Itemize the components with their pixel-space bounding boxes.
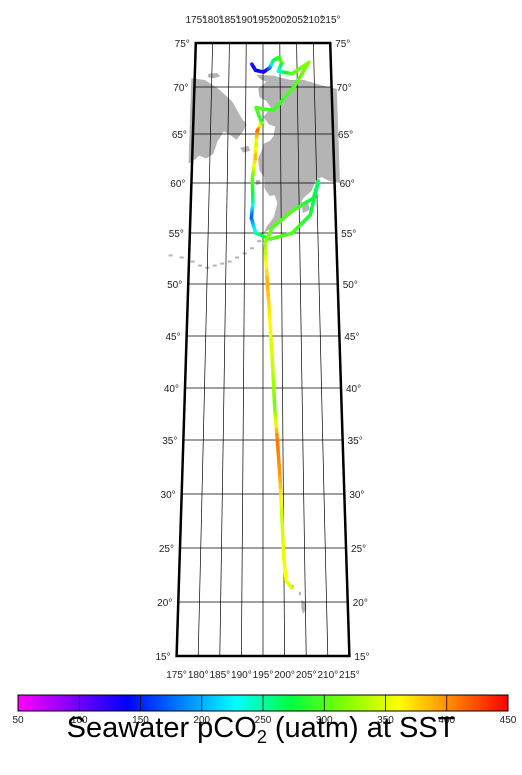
colorbar-tick-label: 250 bbox=[255, 715, 272, 726]
frame-outline bbox=[175, 41, 351, 658]
land-nunivak bbox=[255, 180, 261, 185]
ship-track bbox=[249, 55, 321, 590]
meridian-180 bbox=[197, 42, 213, 657]
lat-tick-right: 65° bbox=[338, 130, 353, 141]
lon-tick-top: 210° bbox=[303, 15, 324, 26]
lat-tick-left: 35° bbox=[162, 436, 177, 447]
aleutian-island bbox=[220, 262, 225, 265]
map-frame bbox=[175, 41, 351, 658]
colorbar-tick-label: 150 bbox=[132, 715, 149, 726]
lon-tick-bottom: 180° bbox=[188, 670, 209, 681]
lat-tick-left: 20° bbox=[157, 598, 172, 609]
lat-tick-right: 75° bbox=[335, 39, 350, 50]
meridian-185 bbox=[219, 42, 230, 657]
lon-tick-bottom: 195° bbox=[253, 670, 274, 681]
lat-tick-left: 65° bbox=[172, 130, 187, 141]
lon-tick-top: 200° bbox=[269, 15, 290, 26]
lat-tick-left: 45° bbox=[165, 332, 180, 343]
lon-tick-top: 190° bbox=[236, 15, 257, 26]
lon-tick-bottom: 190° bbox=[231, 670, 252, 681]
lat-tick-left: 50° bbox=[167, 280, 182, 291]
land-maui bbox=[298, 591, 301, 596]
aleutian-island bbox=[179, 256, 184, 259]
lat-tick-right: 40° bbox=[346, 384, 361, 395]
colorbar-tick-label: 100 bbox=[71, 715, 88, 726]
title-prefix: Seawater pCO bbox=[66, 712, 257, 744]
colorbar-title: Seawater pCO2 (uatm) at SST bbox=[0, 712, 522, 748]
colorbar-tick-label: 200 bbox=[193, 715, 210, 726]
aleutian-island bbox=[235, 256, 240, 259]
lat-tick-left: 30° bbox=[161, 490, 176, 501]
lat-tick-right: 70° bbox=[337, 83, 352, 94]
lat-tick-right: 35° bbox=[348, 436, 363, 447]
aleutian-island bbox=[190, 260, 195, 263]
aleutian-island bbox=[198, 264, 202, 267]
lon-tick-top: 215° bbox=[320, 15, 341, 26]
lat-tick-left: 70° bbox=[173, 83, 188, 94]
lat-tick-right: 45° bbox=[344, 332, 359, 343]
meridian-210 bbox=[313, 42, 329, 657]
land-hawaii bbox=[301, 599, 307, 614]
lon-tick-top: 205° bbox=[286, 15, 307, 26]
land-chukotka-tip bbox=[231, 115, 247, 133]
lon-tick-top: 195° bbox=[253, 15, 274, 26]
aleutian-island bbox=[227, 260, 232, 263]
lat-tick-left: 55° bbox=[169, 229, 184, 240]
lon-tick-bottom: 215° bbox=[339, 670, 360, 681]
colorbar: 50 100 150 200 250 300 350 400 450 bbox=[12, 694, 517, 726]
aleutian-island bbox=[168, 254, 173, 257]
aleutian-island bbox=[257, 240, 262, 243]
colorbar-tick-label: 50 bbox=[12, 715, 24, 726]
colorbar-tick-label: 350 bbox=[377, 715, 394, 726]
lat-tick-right: 50° bbox=[343, 280, 358, 291]
lat-tick-left: 25° bbox=[159, 544, 174, 555]
title-suffix: (uatm) at SST bbox=[266, 712, 456, 744]
land-siberia bbox=[188, 78, 247, 164]
lat-tick-right: 55° bbox=[341, 229, 356, 240]
colorbar-tick-label: 300 bbox=[316, 715, 333, 726]
lon-tick-top: 175° bbox=[185, 15, 206, 26]
lon-tick-top: 185° bbox=[219, 15, 240, 26]
lat-tick-left: 40° bbox=[164, 384, 179, 395]
lat-tick-left: 60° bbox=[170, 179, 185, 190]
lat-tick-right: 60° bbox=[340, 179, 355, 190]
colorbar-tick-label: 450 bbox=[500, 715, 517, 726]
lon-tick-bottom: 210° bbox=[317, 670, 338, 681]
land-wrangel bbox=[207, 72, 221, 79]
lat-tick-right: 15° bbox=[354, 652, 369, 663]
lon-tick-bottom: 185° bbox=[209, 670, 230, 681]
lon-tick-bottom: 175° bbox=[166, 670, 187, 681]
lon-tick-bottom: 200° bbox=[274, 670, 295, 681]
lat-tick-left: 15° bbox=[155, 652, 170, 663]
lat-tick-right: 30° bbox=[349, 490, 364, 501]
colorbar-tick-label: 400 bbox=[438, 715, 455, 726]
lat-tick-left: 75° bbox=[175, 39, 190, 50]
title-subscript: 2 bbox=[256, 727, 267, 747]
aleutian-island bbox=[250, 247, 254, 250]
lon-tick-bottom: 205° bbox=[296, 670, 317, 681]
aleutian-island bbox=[212, 264, 217, 267]
meridian-205 bbox=[296, 42, 307, 657]
lat-tick-right: 25° bbox=[351, 544, 366, 555]
axis-labels: 175°180°185°190°195°200°205°210°215°175°… bbox=[155, 15, 369, 681]
meridian-190 bbox=[241, 42, 247, 657]
track-segment bbox=[288, 584, 294, 590]
lat-tick-right: 20° bbox=[353, 598, 368, 609]
lon-tick-top: 180° bbox=[202, 15, 223, 26]
